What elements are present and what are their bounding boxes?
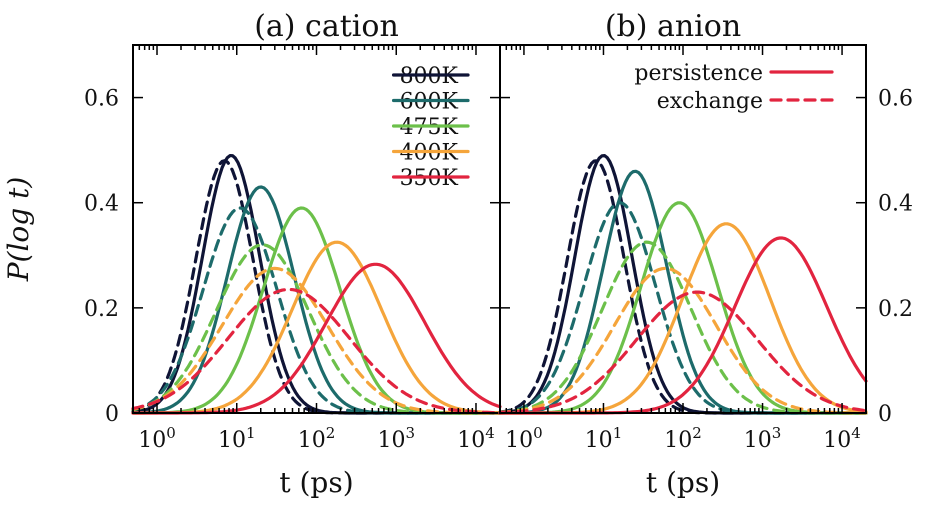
series-line-anion-350K-exchange	[498, 290, 868, 414]
series-line-anion-600K-persistence	[498, 169, 868, 415]
y-tick-label-right: 0.4	[878, 192, 913, 217]
panel-a-title: (a) cation	[254, 9, 399, 44]
x-tick-label: 101	[585, 424, 623, 453]
panel-b-title: (b) anion	[605, 9, 741, 44]
series-line-anion-400K-persistence	[498, 222, 868, 415]
x-tick-label: 103	[744, 424, 782, 453]
series-line-anion-475K-exchange	[498, 240, 868, 415]
x-tick-label: 100	[138, 424, 176, 453]
x-tick-label: 103	[377, 424, 415, 453]
y-tick-label-left: 0	[105, 402, 119, 427]
legend-label: exchange	[657, 89, 763, 114]
series-line-cation-350K-exchange	[131, 287, 502, 415]
y-axis-label: P(log t)	[2, 177, 35, 283]
x-tick-label: 102	[664, 424, 702, 453]
legend-label: persistence	[634, 61, 763, 86]
panel-a-x-axis-label: t (ps)	[279, 466, 353, 499]
series-line-cation-800K-exchange	[131, 159, 502, 415]
x-tick-label: 102	[298, 424, 336, 453]
x-tick-label: 104	[457, 424, 495, 453]
x-tick-label: 104	[823, 424, 861, 453]
x-tick-label: 100	[505, 424, 543, 453]
x-tick-label: 101	[218, 424, 256, 453]
y-tick-label-left: 0.4	[84, 192, 119, 217]
plot-layer: 100 101 102 103 10400.20.40.6800K600K475K400…	[84, 44, 913, 453]
y-tick-label-right: 0.6	[878, 87, 913, 112]
y-tick-label-right: 0	[878, 402, 892, 427]
series-line-cation-400K-exchange	[131, 266, 502, 415]
panel-b-x-axis-label: t (ps)	[646, 466, 720, 499]
y-tick-label-right: 0.2	[878, 297, 913, 322]
y-tick-label-left: 0.2	[84, 297, 119, 322]
y-tick-label-left: 0.6	[84, 87, 119, 112]
